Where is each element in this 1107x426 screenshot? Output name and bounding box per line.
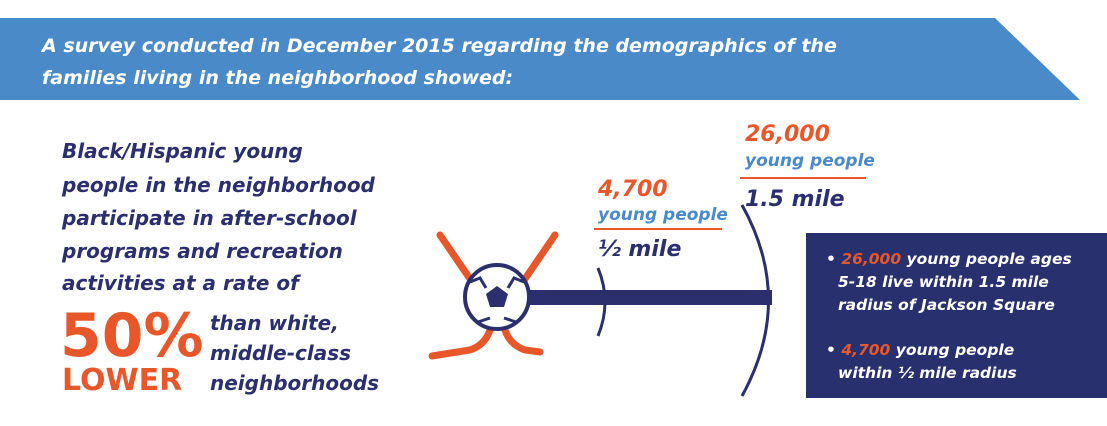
statement-line: people in the neighborhood	[61, 173, 376, 197]
bullet-line: • 26,000 young people ages	[826, 250, 1072, 268]
bullet-highlight: 26,000	[841, 250, 901, 268]
near-distance: ½ mile	[598, 237, 681, 262]
radius-bar	[520, 290, 772, 305]
far-count: 26,000	[745, 122, 830, 147]
comparison-line: middle-class	[210, 341, 351, 365]
figure: 50%	[60, 301, 204, 371]
far-arc	[740, 204, 770, 397]
soccer-ball	[463, 263, 531, 331]
near-label: young people	[598, 205, 728, 225]
comparison-line: neighborhoods	[210, 371, 379, 395]
banner	[0, 18, 1080, 100]
summary-box	[806, 233, 1107, 398]
far-label: young people	[745, 151, 875, 171]
comparison-line: than white,	[210, 311, 339, 335]
bullet-text: young people ages	[907, 250, 1072, 268]
statement-line: activities at a rate of	[62, 271, 301, 295]
bullet-text: young people	[896, 341, 1015, 359]
near-arc	[596, 267, 607, 337]
bullet-line: within ½ mile radius	[838, 364, 1017, 382]
statement-line: Black/Hispanic young	[62, 139, 303, 163]
figure-word: LOWER	[62, 363, 182, 398]
banner-line: families living in the neighborhood show…	[42, 67, 513, 89]
far-distance: 1.5 mile	[745, 187, 845, 212]
bullet-highlight: 4,700	[840, 341, 890, 359]
bullet-line: • 4,700 young people	[826, 341, 1014, 359]
statement-line: participate in after-school	[61, 206, 358, 230]
statement-line: programs and recreation	[61, 239, 343, 263]
bullet-line: radius of Jackson Square	[838, 296, 1055, 314]
bullet-line: 5-18 live within 1.5 mile	[838, 273, 1049, 291]
near-count: 4,700	[597, 177, 668, 202]
banner-line: A survey conducted in December 2015 rega…	[40, 35, 837, 57]
